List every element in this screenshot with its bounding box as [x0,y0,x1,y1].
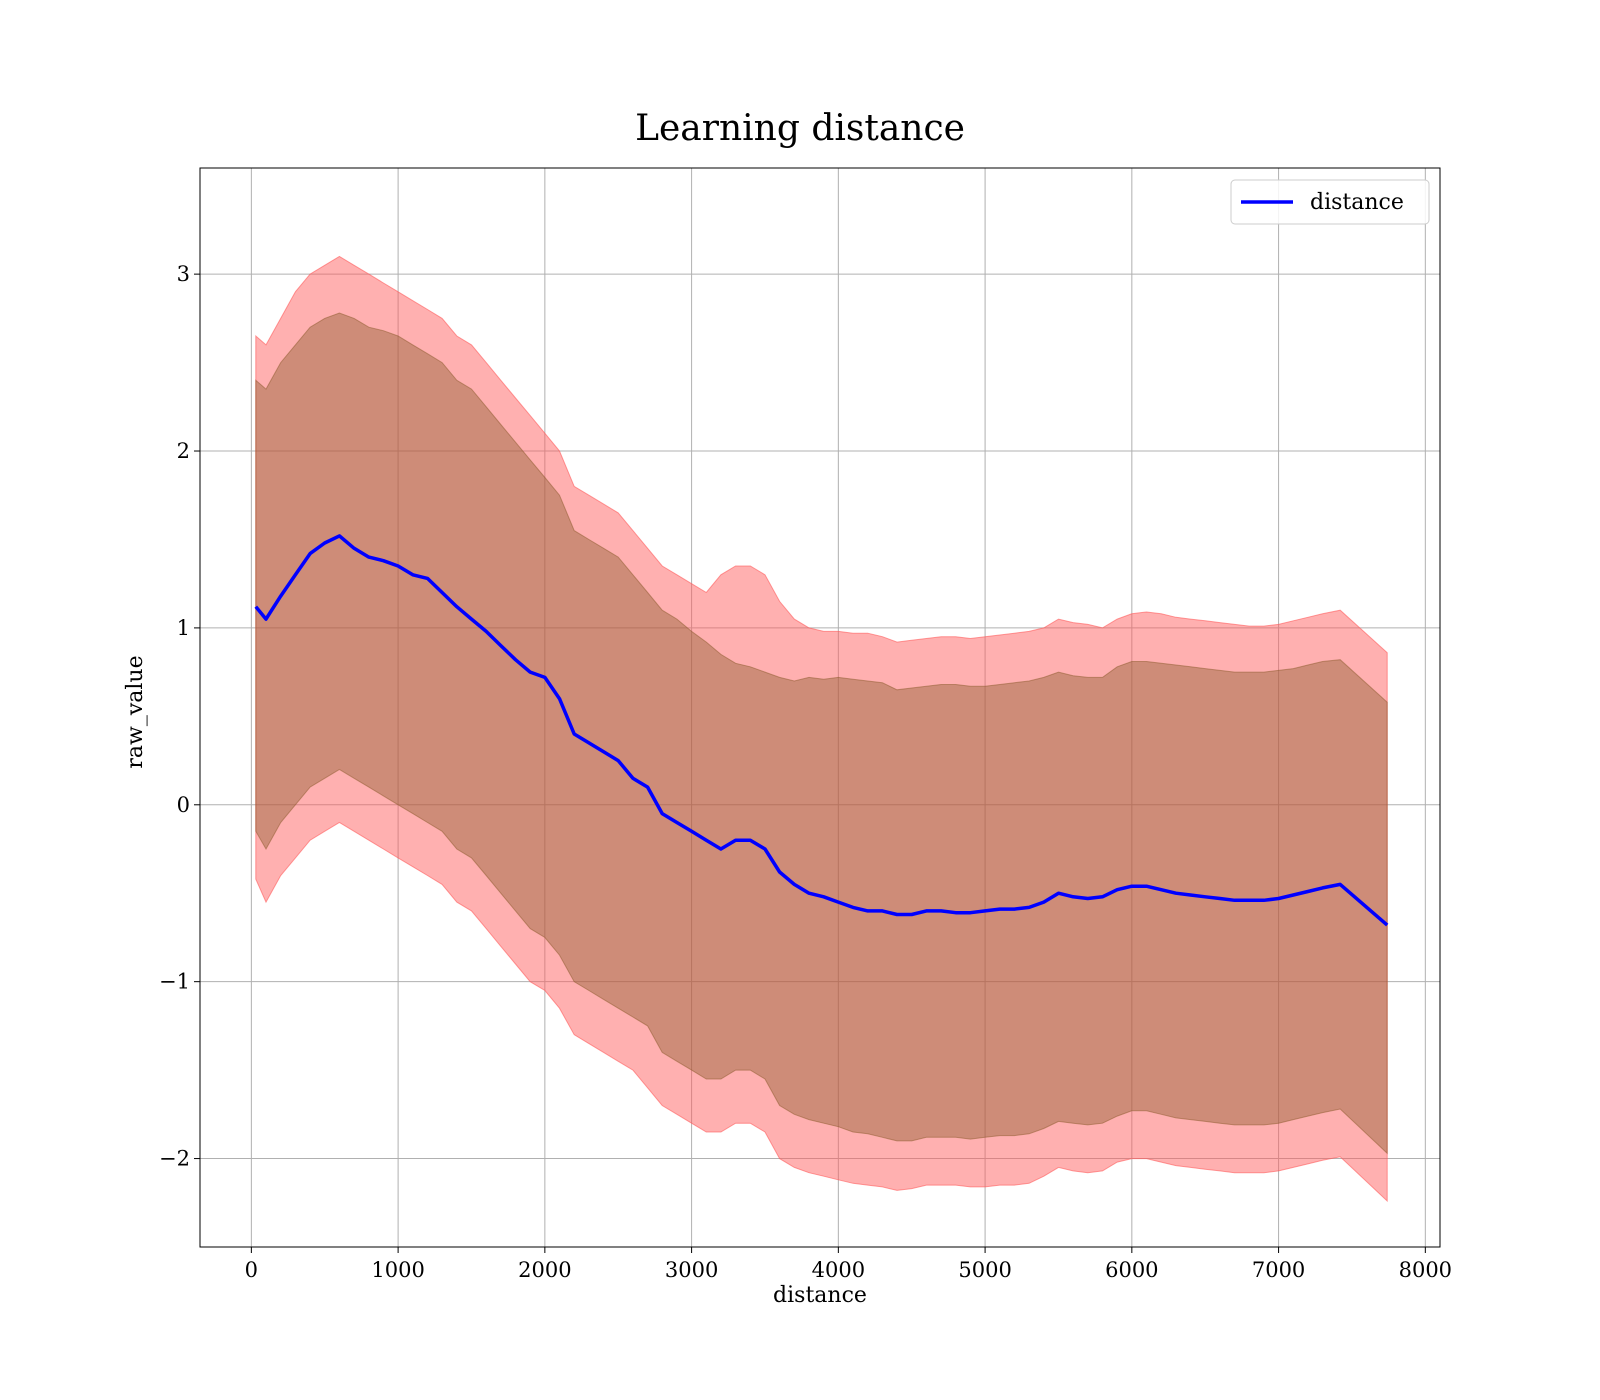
y-tick-label: −1 [159,970,190,994]
x-tick-label: 1000 [371,1258,424,1282]
plot-area: 0 1000 2000 3000 4000 5000 6000 7000 8000 −2 −1 0 1 2… [159,167,1452,1282]
y-tick-label: 3 [177,262,190,286]
distance-series-line [254,534,1389,927]
legend-box [1230,179,1430,225]
x-tick-label: 6000 [1105,1258,1158,1282]
chart-title: Learning distance [635,108,965,149]
x-tick-label: 8000 [1399,1258,1452,1282]
y-tick-label: 1 [177,616,190,640]
x-tick-label: 3000 [665,1258,718,1282]
y-tick-label: 2 [177,439,190,463]
outer-confidence-band [255,255,1388,1203]
legend-label-distance: distance [1310,190,1404,215]
y-tick-label: 0 [177,793,190,817]
x-tick-label: 4000 [812,1258,865,1282]
x-tick-label: 2000 [518,1258,571,1282]
x-tick-label: 0 [245,1258,258,1282]
y-tick-label: −2 [159,1147,190,1171]
axes-frame [199,167,1441,1248]
y-axis-label: raw_value [123,655,148,768]
inner-confidence-band [255,312,1388,1155]
x-tick-label: 5000 [958,1258,1011,1282]
x-axis-label: distance [773,1283,867,1308]
x-tick-label: 7000 [1252,1258,1305,1282]
